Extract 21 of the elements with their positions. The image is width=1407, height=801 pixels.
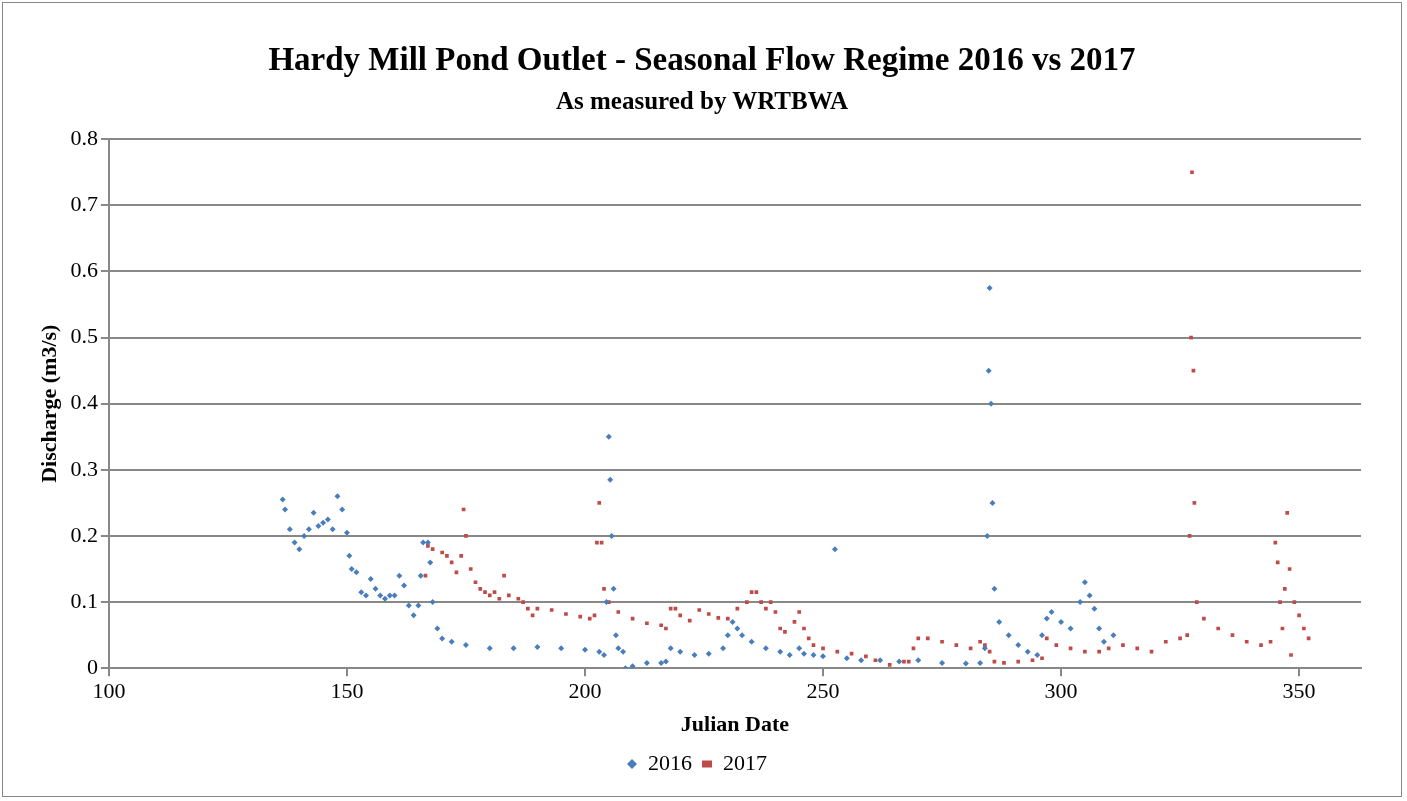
x-axis-title: Julian Date	[680, 711, 790, 737]
y-tick-label: 0.1	[70, 587, 98, 613]
legend-label: 2017	[723, 749, 767, 775]
y-axis-title: Discharge (m3/s)	[35, 324, 61, 483]
x-tick-label: 150	[330, 678, 364, 704]
y-tick-label: 0.4	[70, 389, 98, 415]
y-tick-label: 0.6	[70, 257, 98, 283]
x-tick-label: 300	[1044, 678, 1078, 704]
y-tick-label: 0.3	[70, 455, 98, 481]
x-tick-label: 200	[568, 678, 602, 704]
chart-title: Hardy Mill Pond Outlet - Seasonal Flow Regime 2016 vs 2017	[267, 41, 1137, 78]
x-tick-label: 100	[92, 678, 126, 704]
x-tick-label: 350	[1282, 678, 1316, 704]
chart-subtitle: As measured by WRTBWA	[555, 87, 849, 115]
y-tick-label: 0	[86, 653, 98, 679]
y-tick-label: 0.8	[70, 124, 98, 150]
y-tick-label: 0.2	[70, 521, 98, 547]
x-tick-label: 250	[806, 678, 840, 704]
y-tick-label: 0.5	[70, 323, 98, 349]
y-tick-label: 0.7	[70, 191, 98, 217]
legend-label: 2016	[648, 749, 692, 775]
